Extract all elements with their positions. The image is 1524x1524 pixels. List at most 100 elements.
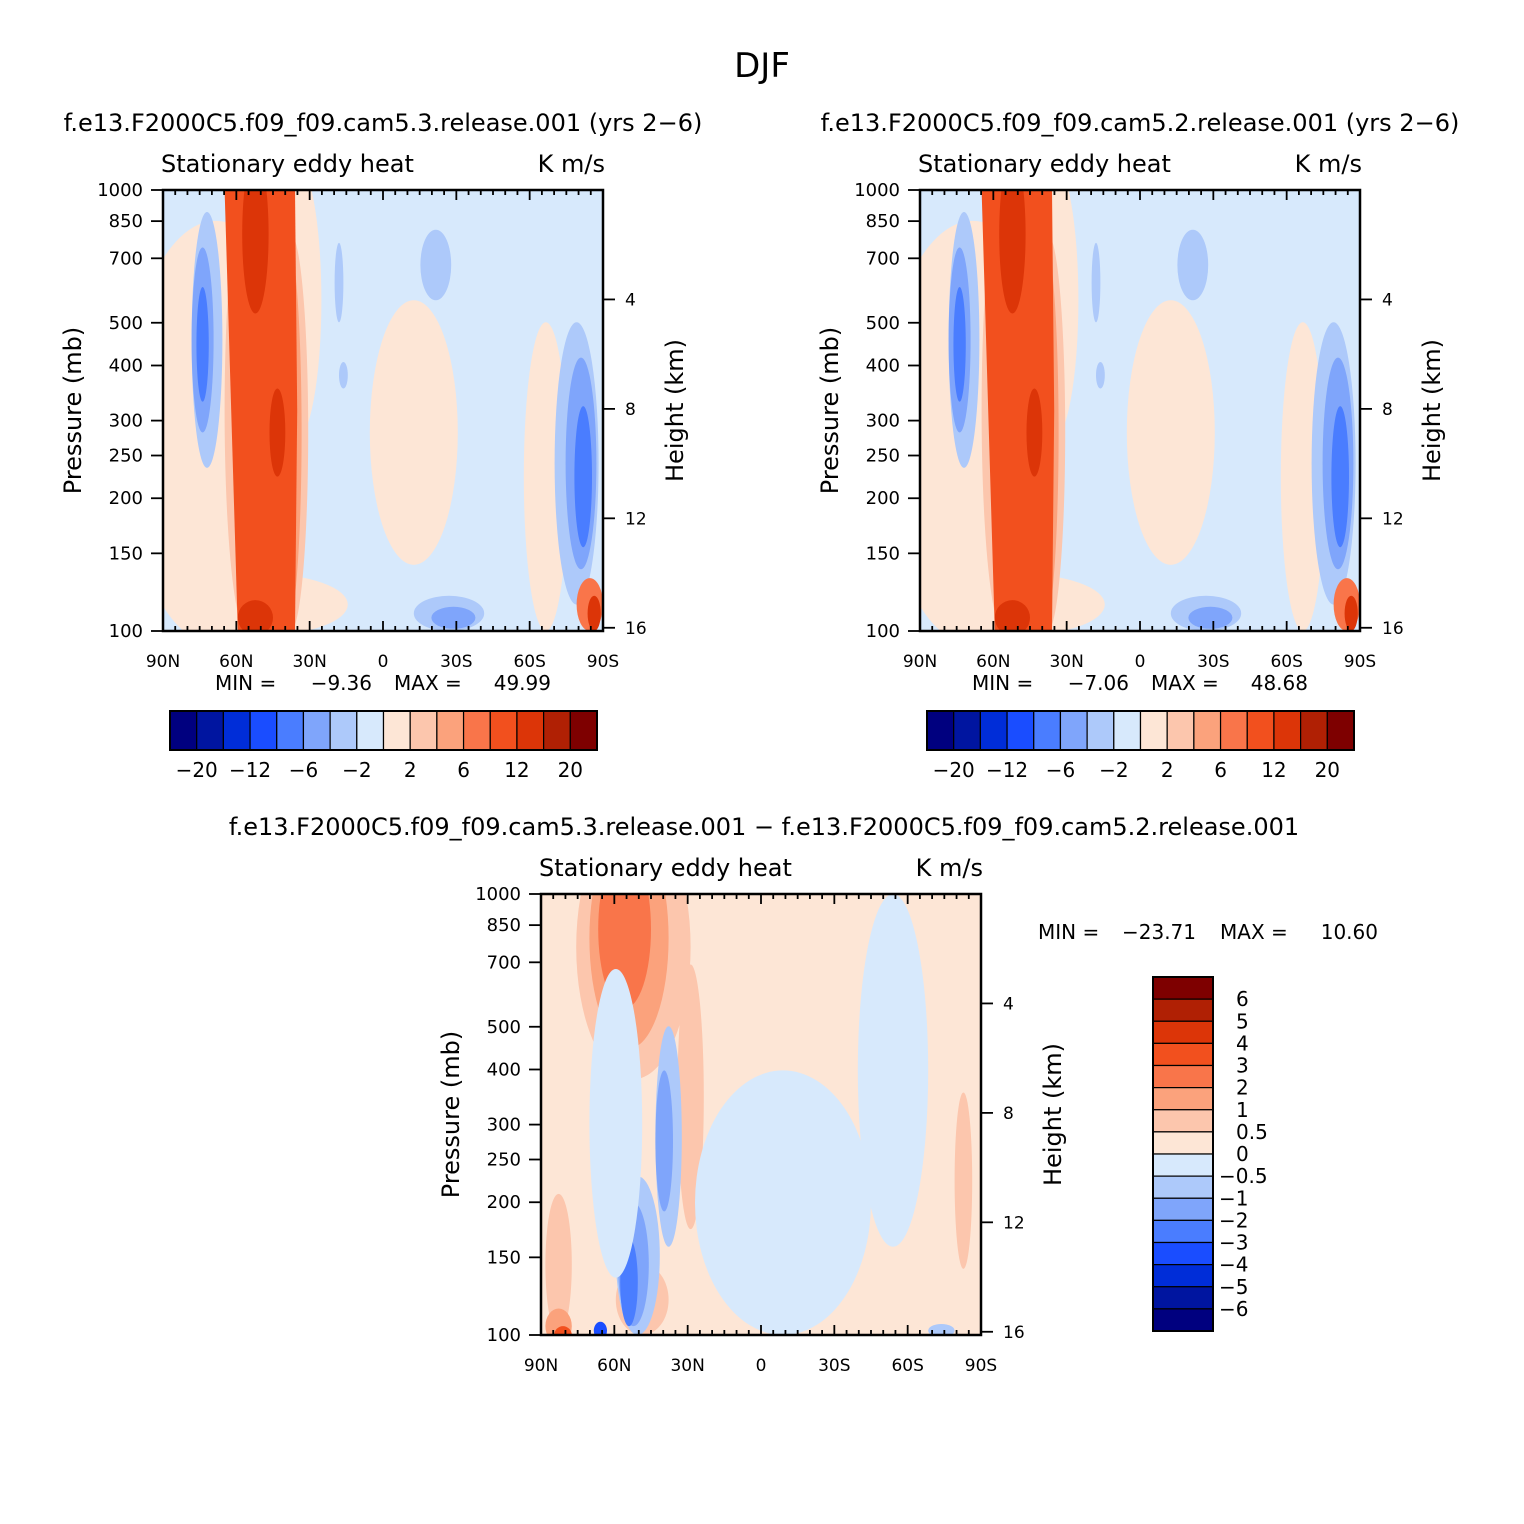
- y-tick-label: 100: [866, 621, 900, 642]
- colorbar-tick-label: 12: [504, 758, 529, 782]
- y-tick-label: 300: [866, 411, 900, 432]
- contour-region: [695, 1070, 871, 1335]
- contour-region: [677, 964, 704, 1230]
- y-axis-label: Pressure (mb): [816, 327, 844, 494]
- colorbar-tick-label: −20: [933, 758, 975, 782]
- colorbar-tick-label: −6: [289, 758, 318, 782]
- panel-units-label: K m/s: [538, 150, 605, 178]
- colorbar-box: [1152, 1241, 1214, 1266]
- y-tick-label: 150: [487, 1247, 521, 1268]
- colorbar-box: [489, 710, 518, 751]
- contour-region: [593, 1321, 607, 1335]
- y-tick-label: 400: [109, 355, 143, 376]
- panel-2-colorbar: −20 −12 −6 −2 2 6 12 20: [926, 710, 1355, 782]
- panel-3-stats-min: −23.71: [1122, 920, 1196, 944]
- colorbar-box: [926, 710, 955, 751]
- panel-1-colorbar: −20 −12 −6 −2 2 6 12 20: [169, 710, 598, 782]
- x-tick-label: 0: [1135, 652, 1146, 672]
- contour-region: [237, 600, 273, 631]
- contour-region: [1188, 606, 1233, 629]
- colorbar-tick-label: −12: [229, 758, 271, 782]
- panel-2-stats-max-label: MAX =: [1151, 671, 1219, 695]
- panel-3-stats-min-label: MIN =: [1038, 920, 1099, 944]
- colorbar-box: [196, 710, 224, 751]
- contour-region: [242, 190, 269, 314]
- panel-1-stats-min-label: MIN =: [215, 671, 276, 695]
- contour-region: [589, 968, 643, 1278]
- colorbar-box: [569, 710, 598, 751]
- colorbar-outline: [169, 710, 598, 751]
- x-tick-label: 30N: [1049, 652, 1083, 672]
- y-tick-label: 500: [109, 313, 143, 334]
- contour-region: [545, 1193, 572, 1335]
- y-tick-label: 1000: [97, 180, 143, 201]
- panel-1-case-title: f.e13.F2000C5.f09_f09.cam5.3.release.001…: [64, 109, 703, 137]
- panel-left-title: Stationary eddy heat: [918, 150, 1171, 178]
- colorbar-tick-label: −2: [1219, 1208, 1248, 1232]
- x-tick-label: 90S: [965, 1356, 997, 1376]
- colorbar-tick-label: −20: [176, 758, 218, 782]
- y-tick-label: 850: [487, 915, 521, 936]
- panel-3-stats-max-label: MAX =: [1220, 920, 1288, 944]
- colorbar-box: [1059, 710, 1088, 751]
- colorbar-tick-label: −1: [1219, 1186, 1248, 1210]
- colorbar-tick-label: 0.5: [1236, 1120, 1268, 1144]
- colorbar-box: [1152, 1197, 1214, 1221]
- colorbar-tick-label: −0.5: [1219, 1164, 1268, 1188]
- contour-region: [1280, 322, 1325, 631]
- colorbar-box: [1166, 710, 1195, 751]
- y-tick-label: 300: [109, 411, 143, 432]
- contour-region: [269, 388, 286, 477]
- colorbar-tick-label: −2: [342, 758, 371, 782]
- panel-2-case-title: f.e13.F2000C5.f09_f09.cam5.2.release.001…: [821, 109, 1460, 137]
- colorbar-box: [1152, 1308, 1214, 1332]
- x-tick-label: 30N: [292, 652, 326, 672]
- contour-region: [574, 406, 592, 548]
- colorbar-box: [979, 710, 1008, 751]
- colorbar-tick-label: 20: [558, 758, 583, 782]
- y-tick-label: 850: [109, 211, 143, 232]
- x-tick-label: 90S: [1344, 652, 1376, 672]
- y-tick-label: 700: [487, 952, 521, 973]
- colorbar-tick-label: −6: [1046, 758, 1075, 782]
- colorbar-box: [1219, 710, 1248, 751]
- contour-region: [1091, 242, 1101, 323]
- colorbar-box: [169, 710, 198, 751]
- contour-region: [224, 190, 298, 631]
- contour-region: [953, 287, 966, 402]
- colorbar-box: [1152, 998, 1214, 1022]
- y-tick-label: 300: [487, 1115, 521, 1136]
- panel-2-stats-min-label: MIN =: [972, 671, 1033, 695]
- panel-1-stats-max-label: MAX =: [394, 671, 462, 695]
- y2-axis-label: Height (km): [1418, 339, 1446, 482]
- panel-2-stats-min: −7.06: [1068, 671, 1129, 695]
- colorbar-tick-label: 20: [1315, 758, 1340, 782]
- colorbar-box: [1152, 1264, 1214, 1288]
- y-tick-label: 400: [487, 1059, 521, 1080]
- y2-tick-label: 8: [625, 400, 636, 420]
- panel-3-contour-plot: Stationary eddy heat K m/s 90N 60N 30N 0 30S 60…: [437, 854, 1067, 1376]
- colorbar-box: [1152, 1175, 1214, 1199]
- colorbar-box: [1086, 710, 1115, 751]
- colorbar-box: [302, 710, 331, 751]
- colorbar-box: [329, 710, 358, 751]
- colorbar-box: [1152, 1020, 1214, 1044]
- x-tick-label: 60N: [219, 652, 253, 672]
- colorbar-tick-label: −4: [1219, 1253, 1248, 1277]
- panel-1-stats-min: −9.36: [311, 671, 372, 695]
- colorbar-box: [1139, 710, 1168, 751]
- y-tick-label: 500: [487, 1017, 521, 1038]
- y2-tick-label: 12: [1382, 509, 1404, 529]
- colorbar-box: [1152, 1042, 1214, 1067]
- panel-1-contour-plot: Stationary eddy heat K m/s 90N 60N 30N 0 30S 60…: [59, 150, 689, 672]
- colorbar-box: [1152, 1219, 1214, 1244]
- y-tick-label: 150: [866, 543, 900, 564]
- colorbar-tick-label: 2: [1161, 758, 1174, 782]
- x-tick-label: 60N: [597, 1356, 631, 1376]
- colorbar-box: [1273, 710, 1302, 751]
- panel-left-title: Stationary eddy heat: [161, 150, 414, 178]
- colorbar-box: [249, 710, 278, 751]
- colorbar-tick-label: 1: [1236, 1098, 1249, 1122]
